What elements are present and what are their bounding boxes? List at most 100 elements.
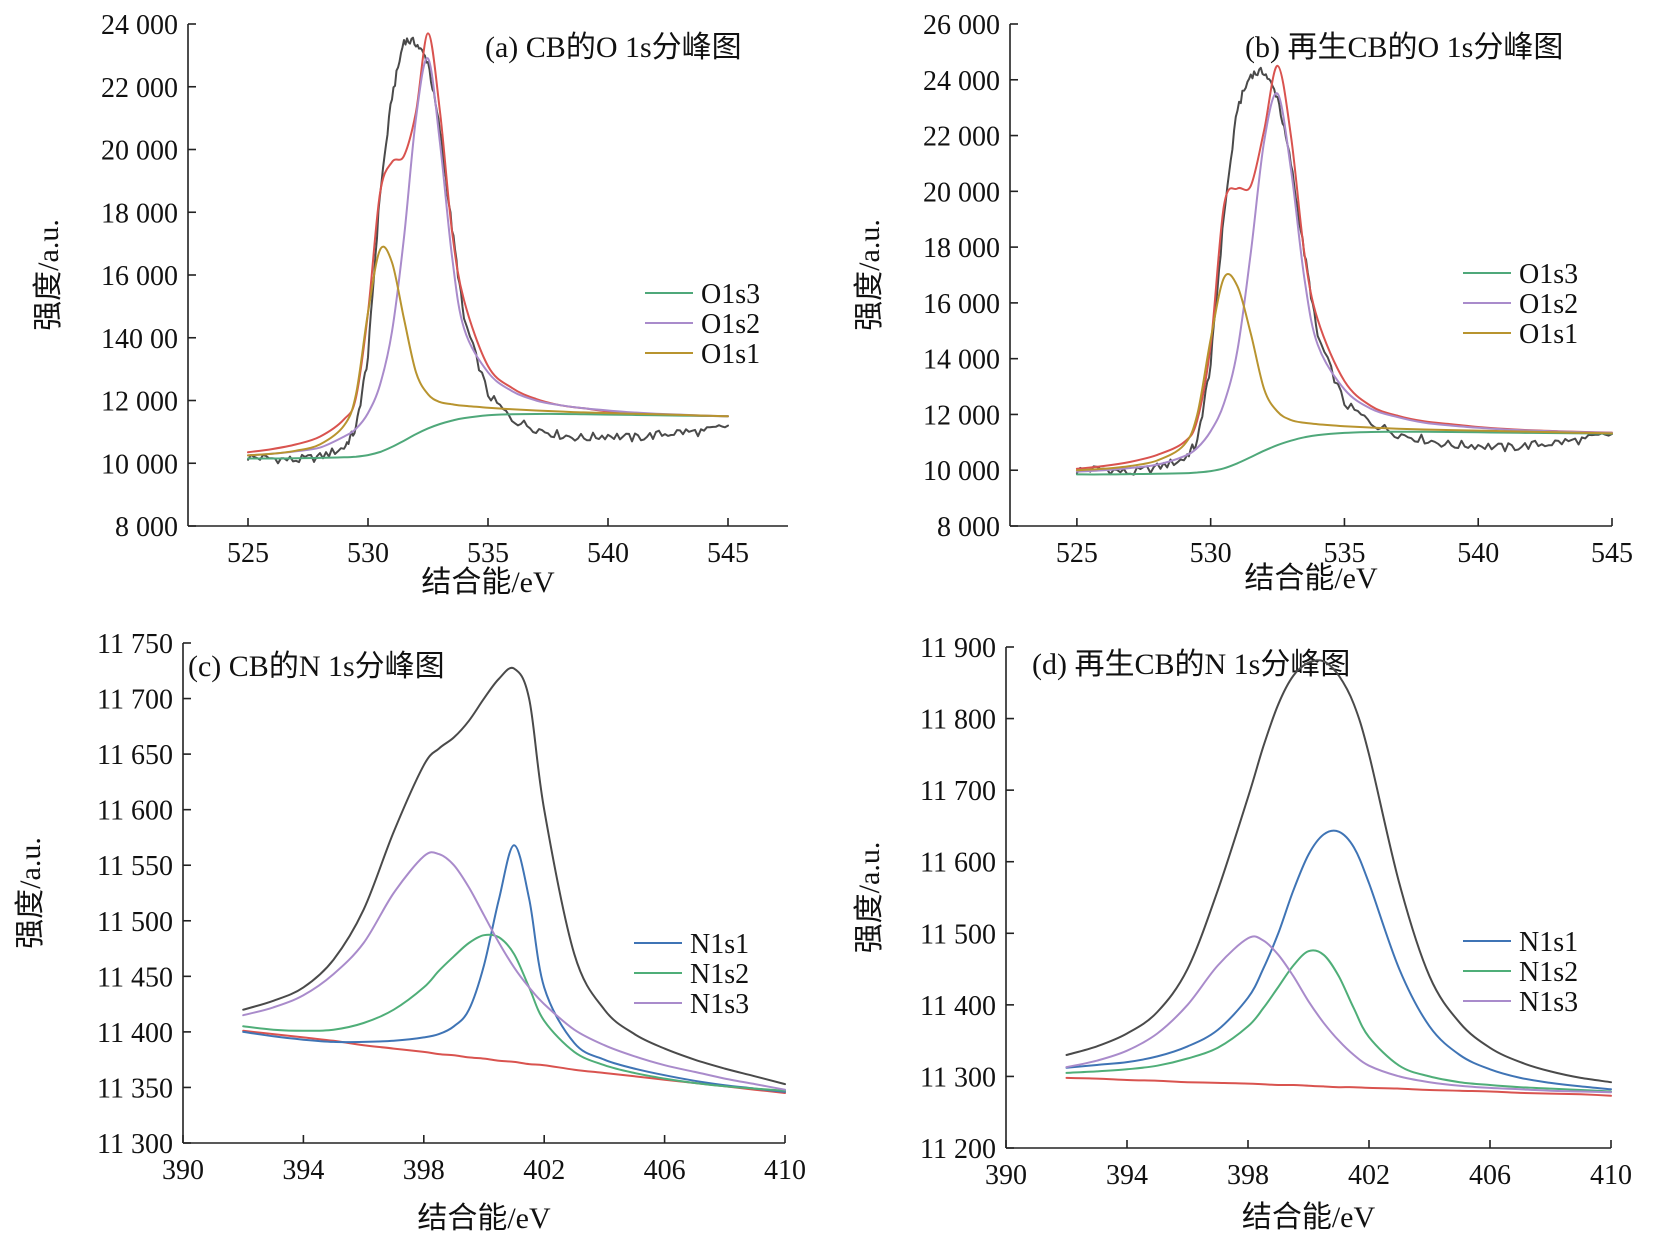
y-tick-label: 11 300 [920,1062,996,1093]
y-tick-label: 11 200 [920,1134,996,1165]
chart-panel-d: (d) 再生CB的N 1s分峰图 11 200 11 300 11 400 11 50… [853,633,1632,1234]
x-axis-label: 结合能/eV [421,566,555,599]
legend-label: O1s3 [1519,259,1578,290]
legend-label: N1s3 [690,989,749,1020]
y-tick-label: 11 450 [97,962,173,993]
series-line-n1s3 [242,851,786,1091]
y-axis-label: 强度/a.u. [853,219,886,331]
series-line-raw [1075,66,1613,476]
y-tick-label: 11 700 [97,685,173,716]
y-axis-label: 强度/a.u. [853,842,886,954]
series-line-o1s3 [1075,430,1613,476]
y-tick-label: 11 750 [97,629,173,660]
y-tick-label: 10 000 [923,456,1000,487]
legend-label: N1s1 [1519,927,1578,958]
y-tick-label: 11 900 [920,633,996,664]
y-tick-label: 11 600 [97,796,173,827]
series-line-n1s3 [1065,935,1612,1094]
series-line-o1s1 [1075,273,1613,472]
y-tick-label: 140 00 [101,324,178,355]
series-line-fit [247,32,729,454]
x-tick-label: 535 [467,538,509,569]
chart-title: (d) 再生CB的N 1s分峰图 [1032,648,1350,681]
y-tick-label: 11 400 [97,1018,173,1049]
y-tick-label: 11 350 [97,1073,173,1104]
y-tick-label: 18 000 [101,198,178,229]
x-tick-label: 525 [227,538,269,569]
x-tick-label: 402 [523,1155,565,1186]
chart-panel-b: (b) 再生CB的O 1s分峰图 8 000 10 000 12 000 14 000… [853,10,1633,595]
y-tick-label: 16 000 [923,289,1000,320]
y-axis-label: 强度/a.u. [14,837,47,949]
legend-label: N1s2 [690,959,749,990]
series-line-background [1065,1076,1612,1097]
x-tick-label: 530 [1190,538,1232,569]
x-tick-label: 410 [1590,1160,1632,1191]
x-axis-label: 结合能/eV [1244,562,1378,595]
x-tick-label: 394 [1106,1160,1148,1191]
legend-label: O1s2 [1519,289,1578,320]
y-tick-label: 8 000 [937,512,1000,543]
x-tick-label: 540 [1457,538,1499,569]
legend-label: O1s3 [701,279,760,310]
y-tick-label: 11 550 [97,851,173,882]
chart-title: (b) 再生CB的O 1s分峰图 [1245,31,1563,64]
y-tick-label: 12 000 [923,400,1000,431]
x-tick-label: 398 [403,1155,445,1186]
x-tick-label: 530 [347,538,389,569]
series-line-envelope [1065,659,1612,1084]
legend-label: O1s1 [701,339,760,370]
chart-title: (c) CB的N 1s分峰图 [188,650,445,683]
series-line-o1s1 [247,245,729,457]
series-line-n1s1 [1065,829,1612,1091]
y-tick-label: 20 000 [101,136,178,167]
series-line-raw [247,36,729,465]
x-tick-label: 545 [1591,538,1633,569]
series-line-n1s2 [242,933,786,1092]
y-tick-label: 11 300 [97,1129,173,1160]
y-tick-label: 11 600 [920,848,996,879]
y-tick-label: 26 000 [923,10,1000,41]
x-tick-label: 394 [282,1155,324,1186]
series-line-envelope [242,666,786,1086]
legend-label: O1s2 [701,309,760,340]
y-tick-label: 22 000 [101,73,178,104]
x-tick-label: 390 [985,1160,1027,1191]
legend-label: O1s1 [1519,319,1578,350]
x-axis-label: 结合能/eV [1242,1201,1376,1234]
x-tick-label: 545 [707,538,749,569]
x-tick-label: 406 [1469,1160,1511,1191]
plot-area [1065,659,1612,1097]
series-line-o1s3 [247,412,729,460]
x-tick-label: 535 [1323,538,1365,569]
y-tick-label: 11 400 [920,991,996,1022]
legend-label: N1s1 [690,929,749,960]
y-tick-label: 11 650 [97,740,173,771]
y-tick-label: 11 500 [920,919,996,950]
legend-label: N1s3 [1519,987,1578,1018]
y-tick-label: 22 000 [923,122,1000,153]
plot-area [242,666,786,1094]
y-tick-label: 12 000 [101,387,178,418]
y-tick-label: 11 700 [920,776,996,807]
chart-panel-c: (c) CB的N 1s分峰图 11 300 11 350 11 400 11 450 1… [14,629,806,1235]
plot-area [1075,64,1613,476]
y-tick-label: 18 000 [923,233,1000,264]
y-tick-label: 14 000 [923,345,1000,376]
chart-panel-a: (a) CB的O 1s分峰图 8 000 10 000 12 000 140 00 16… [32,10,788,599]
series-line-o1s2 [247,57,729,457]
x-axis-label: 结合能/eV [417,1202,551,1235]
x-tick-label: 390 [162,1155,204,1186]
x-tick-label: 406 [644,1155,686,1186]
x-tick-label: 410 [764,1155,806,1186]
legend-label: N1s2 [1519,957,1578,988]
x-tick-label: 398 [1227,1160,1269,1191]
series-line-n1s1 [242,844,786,1093]
series-line-n1s2 [1065,949,1612,1093]
y-tick-label: 10 000 [101,449,178,480]
series-line-o1s2 [1075,92,1613,473]
